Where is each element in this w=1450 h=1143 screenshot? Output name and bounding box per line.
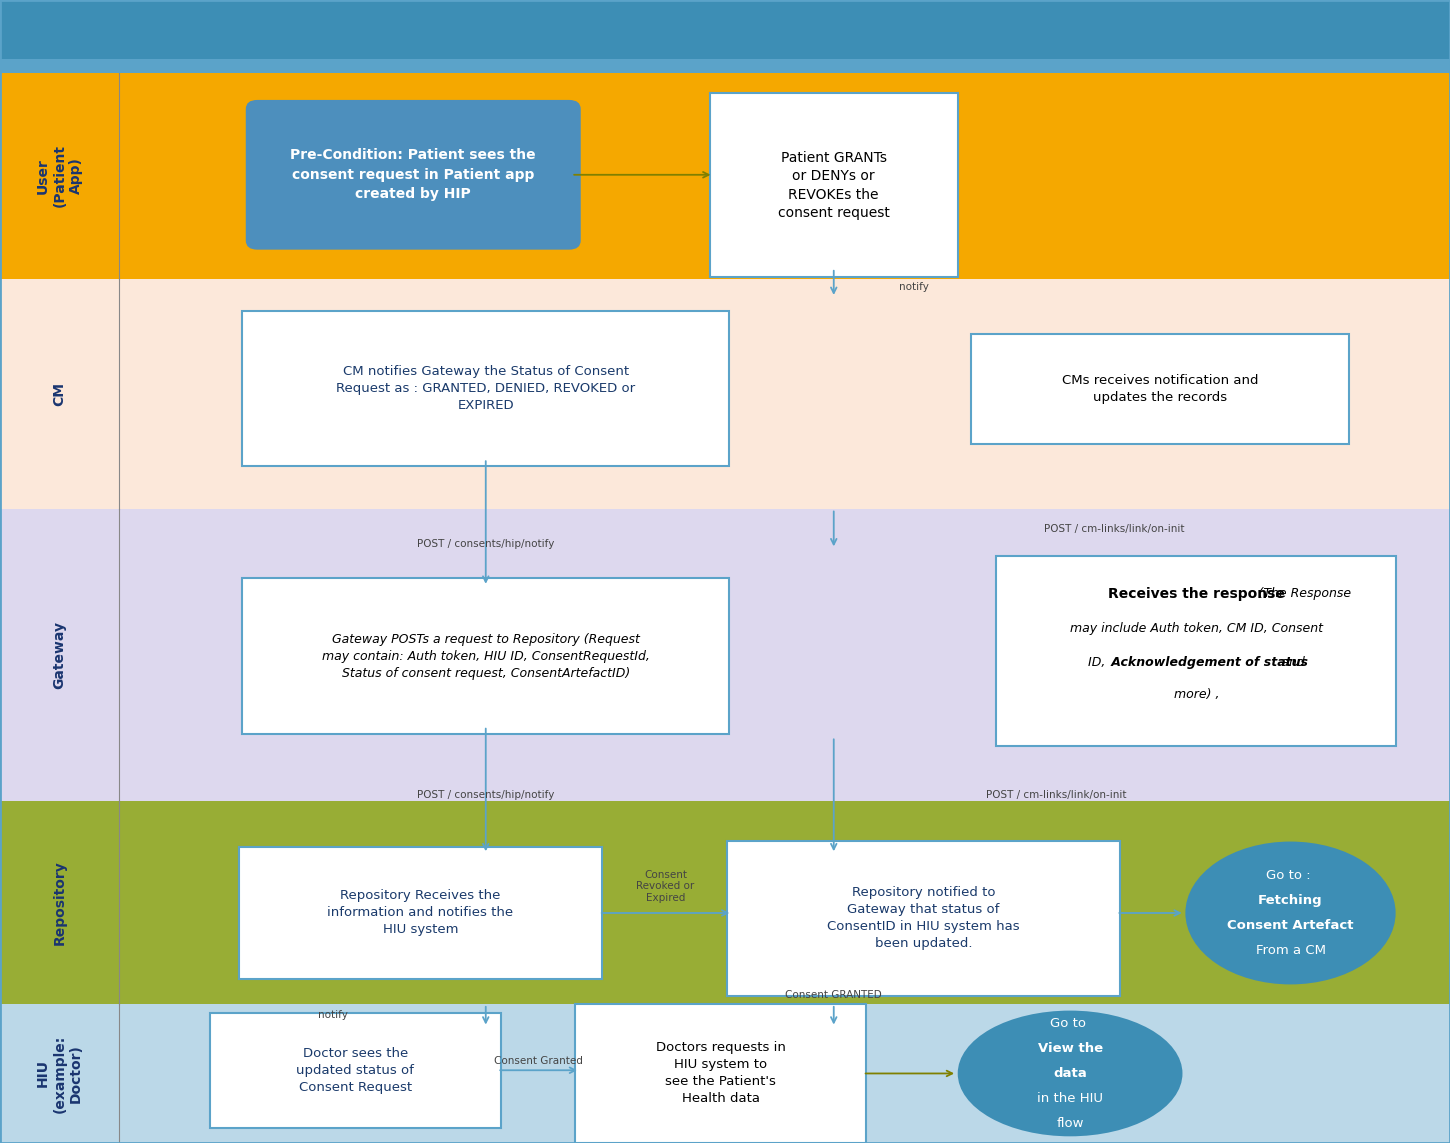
Text: Acknowledgement of status: Acknowledgement of status (1085, 656, 1308, 669)
FancyBboxPatch shape (0, 509, 1450, 800)
Text: POST / consents/hip/notify: POST / consents/hip/notify (418, 790, 554, 800)
Text: Repository: Repository (52, 860, 67, 944)
FancyBboxPatch shape (119, 1004, 1450, 1143)
FancyBboxPatch shape (972, 334, 1348, 443)
Text: Consent Granted: Consent Granted (493, 1056, 583, 1065)
FancyBboxPatch shape (0, 509, 119, 800)
FancyBboxPatch shape (0, 73, 119, 279)
FancyBboxPatch shape (574, 1005, 866, 1143)
Text: Fetching: Fetching (1259, 894, 1322, 906)
FancyBboxPatch shape (119, 73, 1450, 279)
Text: Go to :: Go to : (1266, 869, 1315, 881)
FancyBboxPatch shape (242, 311, 729, 466)
Text: flow: flow (1057, 1117, 1083, 1130)
FancyBboxPatch shape (0, 0, 1450, 59)
FancyBboxPatch shape (238, 847, 603, 980)
FancyBboxPatch shape (245, 99, 580, 249)
Text: POST / consents/hip/notify: POST / consents/hip/notify (418, 538, 554, 549)
Text: notify: notify (318, 1009, 348, 1020)
FancyBboxPatch shape (119, 509, 1450, 800)
FancyBboxPatch shape (0, 800, 119, 1004)
Text: Gateway POSTs a request to Repository (Request
may contain: Auth token, HIU ID, : Gateway POSTs a request to Repository (R… (322, 633, 650, 680)
Text: notify: notify (899, 282, 929, 293)
Text: Go to: Go to (1050, 1016, 1090, 1030)
Ellipse shape (957, 1010, 1182, 1136)
Text: Consent Artefact: Consent Artefact (1227, 919, 1354, 932)
FancyBboxPatch shape (726, 840, 1119, 996)
FancyBboxPatch shape (0, 279, 1450, 509)
Text: in the HIU: in the HIU (1037, 1092, 1103, 1105)
Text: Pre-Condition: Patient sees the
consent request in Patient app
created by HIP: Pre-Condition: Patient sees the consent … (290, 149, 536, 201)
Text: HIU
(example:
Doctor): HIU (example: Doctor) (36, 1034, 83, 1112)
Text: Doctors requests in
HIU system to
see the Patient's
Health data: Doctors requests in HIU system to see th… (655, 1041, 786, 1105)
Text: more) ,: more) , (1173, 688, 1219, 701)
Text: POST / cm-links/link/on-init: POST / cm-links/link/on-init (986, 790, 1127, 800)
Text: Doctor sees the
updated status of
Consent Request: Doctor sees the updated status of Consen… (296, 1047, 415, 1094)
Text: Grant the consent request: Grant the consent request (17, 19, 310, 40)
Text: (The Response: (The Response (1041, 588, 1351, 600)
Ellipse shape (1185, 841, 1395, 984)
Text: Patient GRANTs
or DENYs or
REVOKEs the
consent request: Patient GRANTs or DENYs or REVOKEs the c… (777, 151, 890, 221)
FancyBboxPatch shape (209, 1013, 502, 1128)
FancyBboxPatch shape (119, 279, 1450, 509)
FancyBboxPatch shape (996, 555, 1396, 745)
FancyBboxPatch shape (0, 1004, 119, 1143)
Text: CM notifies Gateway the Status of Consent
Request as : GRANTED, DENIED, REVOKED : CM notifies Gateway the Status of Consen… (336, 366, 635, 413)
FancyBboxPatch shape (0, 800, 1450, 1004)
Text: CM: CM (52, 382, 67, 406)
Text: ID,                                            and: ID, and (1088, 656, 1305, 669)
Text: Consent GRANTED: Consent GRANTED (786, 990, 882, 1000)
FancyBboxPatch shape (0, 73, 1450, 279)
FancyBboxPatch shape (0, 279, 119, 509)
Text: Repository Receives the
information and notifies the
HIU system: Repository Receives the information and … (328, 889, 513, 936)
FancyBboxPatch shape (0, 59, 1450, 73)
Text: data: data (1053, 1066, 1088, 1080)
Text: Repository notified to
Gateway that status of
ConsentID in HIU system has
been u: Repository notified to Gateway that stat… (828, 886, 1019, 950)
Text: User
(Patient
App): User (Patient App) (36, 144, 83, 207)
FancyBboxPatch shape (709, 94, 957, 278)
Text: Gateway: Gateway (52, 621, 67, 688)
Text: Receives the response: Receives the response (1108, 586, 1285, 601)
Text: POST / cm-links/link/on-init: POST / cm-links/link/on-init (1044, 523, 1185, 534)
Text: CMs receives notification and
updates the records: CMs receives notification and updates th… (1061, 374, 1259, 403)
Text: View the: View the (1038, 1041, 1102, 1055)
Text: Consent
Revoked or
Expired: Consent Revoked or Expired (637, 870, 695, 903)
FancyBboxPatch shape (0, 1004, 1450, 1143)
FancyBboxPatch shape (119, 800, 1450, 1004)
Text: From a CM: From a CM (1256, 944, 1325, 957)
FancyBboxPatch shape (242, 578, 729, 734)
Text: may include Auth token, CM ID, Consent: may include Auth token, CM ID, Consent (1070, 622, 1322, 634)
